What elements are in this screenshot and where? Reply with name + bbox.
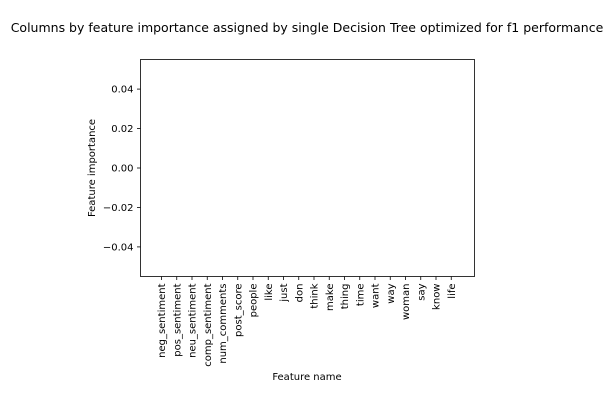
x-tick-label: time — [355, 284, 366, 307]
x-tick-label: people — [249, 284, 260, 318]
x-axis-label: Feature name — [272, 372, 341, 383]
y-axis: 0.04 0.02 0.00 −0.02 −0.04 — [103, 85, 141, 253]
x-tick-label: thing — [340, 284, 351, 310]
x-tick-label: pos_sentiment — [172, 283, 183, 356]
y-tick-label: 0.00 — [111, 164, 133, 175]
x-tick-label: don — [294, 284, 305, 303]
x-tick-label: comp_sentiment — [203, 283, 214, 366]
x-axis: neg_sentiment pos_sentiment neu_sentiment c… — [157, 276, 458, 367]
x-tick-label: life — [447, 284, 458, 299]
x-tick-label: know — [432, 284, 443, 310]
x-tick-label: way — [386, 283, 397, 303]
y-tick-label: −0.02 — [103, 203, 134, 214]
y-axis-label: Feature importance — [87, 119, 98, 217]
x-tick-label: make — [325, 284, 336, 311]
x-tick-label: woman — [401, 284, 412, 321]
x-tick-label: num_comments — [218, 284, 229, 364]
x-tick-label: just — [279, 283, 290, 302]
x-tick-label: neu_sentiment — [188, 283, 199, 357]
chart-title: Columns by feature importance assigned b… — [11, 20, 604, 35]
x-tick-label: say — [416, 283, 427, 300]
x-tick-label: post_score — [233, 284, 244, 337]
x-tick-label: think — [310, 283, 321, 308]
plot-area-frame — [140, 59, 475, 277]
y-tick-label: 0.02 — [111, 124, 133, 135]
y-tick-label: 0.04 — [111, 85, 133, 96]
x-tick-label: neg_sentiment — [157, 283, 168, 357]
x-tick-label: like — [264, 284, 275, 301]
x-tick-label: want — [371, 283, 382, 308]
y-tick-label: −0.04 — [103, 242, 134, 253]
